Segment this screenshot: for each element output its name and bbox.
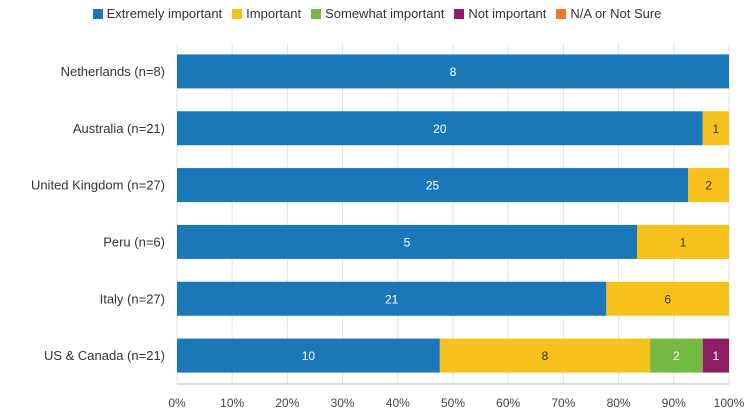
legend-swatch — [556, 8, 567, 19]
bar-segment — [177, 168, 689, 203]
category-label: Netherlands (n=8) — [61, 64, 165, 79]
x-tick-label: 20% — [275, 396, 299, 410]
data-label: 20 — [433, 122, 447, 136]
bar-segment — [637, 224, 729, 259]
x-tick-label: 40% — [386, 396, 410, 410]
legend-swatch — [92, 8, 103, 19]
data-label: 8 — [450, 65, 457, 79]
bar-segment — [177, 111, 703, 146]
legend-item: Important — [232, 6, 301, 21]
legend-item: Not important — [454, 6, 546, 21]
bar-segment — [177, 338, 440, 373]
category-label: Australia (n=21) — [73, 121, 165, 136]
data-label: 1 — [680, 235, 687, 249]
x-tick-label: 0% — [168, 396, 186, 410]
legend-label: Not important — [468, 6, 547, 21]
legend-label: Important — [246, 6, 302, 21]
data-label: 5 — [404, 235, 411, 249]
x-tick-label: 60% — [496, 396, 520, 410]
legend-item: N/A or Not Sure — [556, 6, 661, 21]
legend-label: Somewhat important — [325, 6, 445, 21]
bar-segment — [177, 224, 637, 259]
x-tick-label: 80% — [607, 396, 631, 410]
legend-swatch — [454, 8, 465, 19]
category-label: Peru (n=6) — [103, 234, 165, 249]
category-label: Italy (n=27) — [100, 291, 165, 306]
legend-item: Extremely important — [92, 6, 223, 21]
x-tick-label: 90% — [662, 396, 686, 410]
data-label: 8 — [542, 349, 549, 363]
legend-label: N/A or Not Sure — [570, 6, 662, 21]
category-label: US & Canada (n=21) — [44, 348, 165, 363]
data-label: 2 — [673, 349, 680, 363]
bar-segment — [702, 338, 729, 373]
legend: Extremely important Important Somewhat imp… — [0, 6, 754, 21]
x-tick-label: 100% — [714, 396, 745, 410]
data-label: 1 — [713, 349, 720, 363]
bar-segment — [177, 281, 607, 316]
data-label: 2 — [705, 179, 712, 193]
data-label: 25 — [426, 179, 440, 193]
legend-label: Extremely important — [106, 6, 223, 21]
x-tick-label: 70% — [551, 396, 575, 410]
category-label: United Kingdom (n=27) — [31, 178, 165, 193]
x-tick-label: 50% — [441, 396, 465, 410]
bar-segment — [650, 338, 703, 373]
x-tick-label: 10% — [220, 396, 244, 410]
x-tick-label: 30% — [331, 396, 355, 410]
data-label: 1 — [713, 122, 720, 136]
bar-segment — [702, 111, 729, 146]
data-label: 21 — [385, 292, 399, 306]
bar-segment — [688, 168, 729, 203]
data-label: 6 — [664, 292, 671, 306]
legend-swatch — [311, 8, 322, 19]
bar-segment — [439, 338, 651, 373]
legend-item: Somewhat important — [311, 6, 444, 21]
bar-segment — [177, 54, 729, 89]
bar-segment — [606, 281, 729, 316]
data-label: 10 — [302, 349, 316, 363]
legend-swatch — [232, 8, 243, 19]
